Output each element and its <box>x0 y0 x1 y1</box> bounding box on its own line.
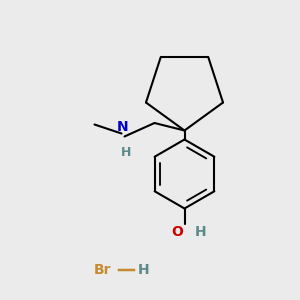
Text: N: N <box>117 119 129 134</box>
Text: H: H <box>121 146 131 158</box>
Text: O: O <box>171 225 183 239</box>
Text: H: H <box>138 263 150 277</box>
Text: Br: Br <box>93 263 111 277</box>
Text: H: H <box>195 225 207 239</box>
